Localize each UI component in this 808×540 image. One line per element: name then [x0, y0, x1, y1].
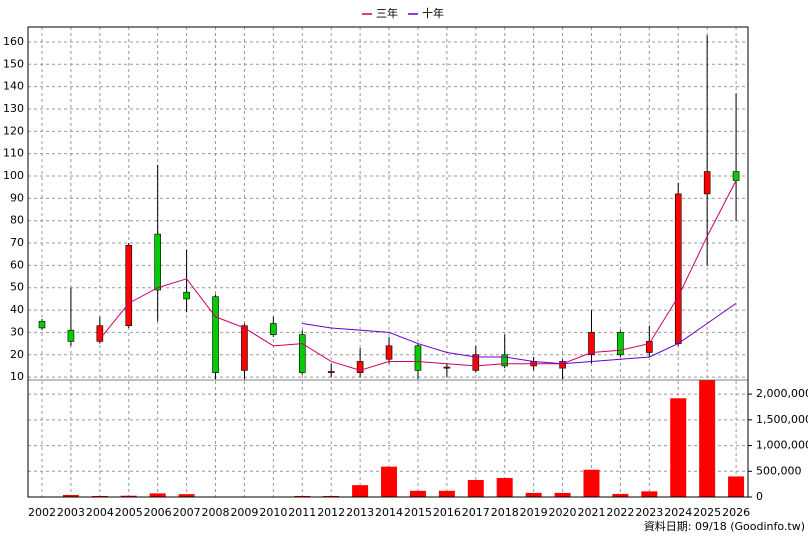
volume-bar [149, 493, 166, 497]
volume-bar [178, 494, 195, 497]
y2-tick-label: 500,000 [756, 464, 802, 477]
x-tick-label: 2015 [404, 506, 432, 519]
volume-bar [381, 466, 398, 497]
candle-body [443, 366, 451, 369]
x-tick-label: 2007 [173, 506, 201, 519]
y2-tick-label: 1,500,000 [756, 413, 808, 426]
x-tick-label: 2017 [462, 506, 490, 519]
volume-bar [467, 480, 484, 497]
candle-body [212, 296, 219, 373]
candle-body [38, 320, 46, 329]
candle-body [356, 361, 364, 373]
candle-body [617, 332, 624, 356]
x-tick-label: 2025 [693, 506, 721, 519]
footer: 資料日期: 09/18 (Goodinfo.tw) [644, 519, 805, 533]
y-tick-label: 10 [10, 370, 24, 383]
volume-bar [728, 476, 745, 497]
x-tick-label: 2010 [259, 506, 287, 519]
x-tick-label: 2011 [288, 506, 316, 519]
x-tick-label: 2009 [230, 506, 258, 519]
y-tick-label: 40 [10, 303, 24, 316]
candle-body [472, 354, 480, 371]
x-tick-label: 2002 [28, 506, 56, 519]
x-tick-label: 2013 [346, 506, 374, 519]
candle-body [385, 345, 393, 360]
y-tick-label: 120 [3, 124, 24, 137]
y2-tick-label: 2,000,000 [756, 387, 808, 400]
y-tick-label: 90 [10, 191, 24, 204]
candle-body [646, 341, 653, 353]
x-tick-label: 2016 [433, 506, 461, 519]
candle-body [588, 332, 595, 356]
y-tick-label: 160 [3, 35, 24, 48]
candle-body [559, 361, 566, 369]
candle-body [125, 244, 133, 327]
volume-bar [612, 493, 629, 497]
y-tick-label: 140 [3, 80, 24, 93]
volume-bar [496, 477, 513, 497]
x-tick-label: 2019 [520, 506, 548, 519]
y-tick-label: 150 [3, 57, 24, 70]
y-tick-label: 110 [3, 147, 24, 160]
volume-bar [352, 485, 369, 497]
x-tick-label: 2005 [115, 506, 143, 519]
x-tick-label: 2018 [491, 506, 519, 519]
volume-bar [554, 492, 571, 497]
candle-body [414, 345, 422, 371]
candle-body [241, 325, 248, 371]
candle-body [96, 325, 104, 342]
candle-body [67, 329, 75, 342]
y2-tick-label: 0 [756, 490, 763, 503]
x-tick-label: 2021 [577, 506, 605, 519]
line-series [302, 302, 737, 365]
volume-bar [62, 494, 79, 497]
volume-bar [294, 495, 311, 497]
y2-tick-label: 1,000,000 [756, 439, 808, 452]
volume-bar [323, 495, 340, 497]
volume-bar [641, 491, 658, 497]
y-tick-label: 20 [10, 348, 24, 361]
x-tick-label: 2006 [144, 506, 172, 519]
y-tick-label: 70 [10, 236, 24, 249]
volume-bar [699, 380, 716, 497]
candle-body [327, 371, 335, 373]
candle-body [298, 334, 306, 373]
volume-bar [583, 469, 600, 497]
x-tick-label: 2003 [57, 506, 85, 519]
x-tick-label: 2026 [722, 506, 750, 519]
candle-body [270, 323, 277, 335]
x-tick-label: 2012 [317, 506, 345, 519]
candle-body [183, 291, 190, 300]
x-tick-label: 2023 [635, 506, 663, 519]
x-tick-label: 2004 [86, 506, 114, 519]
legend-label: 十年 [422, 6, 444, 20]
x-tick-label: 2022 [606, 506, 634, 519]
y-tick-label: 50 [10, 281, 24, 294]
line-series [99, 180, 737, 371]
legend-label: 三年 [376, 6, 398, 20]
y-tick-label: 60 [10, 258, 24, 271]
volume-bar [525, 492, 542, 497]
volume-bar [120, 495, 137, 497]
x-tick-label: 2024 [664, 506, 692, 519]
plot-border [27, 26, 749, 498]
candle-body [732, 171, 740, 181]
volume-bar [438, 490, 455, 497]
x-tick-label: 2008 [202, 506, 230, 519]
x-tick-label: 2014 [375, 506, 403, 519]
candle-body [154, 233, 161, 291]
y-tick-label: 30 [10, 325, 24, 338]
x-tick-label: 2020 [549, 506, 577, 519]
volume-bar [670, 398, 687, 497]
volume-bar [409, 490, 426, 497]
volume-bar [91, 495, 108, 497]
y-tick-label: 80 [10, 214, 24, 227]
candle-body [501, 354, 509, 367]
candle-body [703, 171, 711, 195]
y-tick-label: 100 [3, 169, 24, 182]
candle-body [674, 193, 682, 344]
y-tick-label: 130 [3, 102, 24, 115]
